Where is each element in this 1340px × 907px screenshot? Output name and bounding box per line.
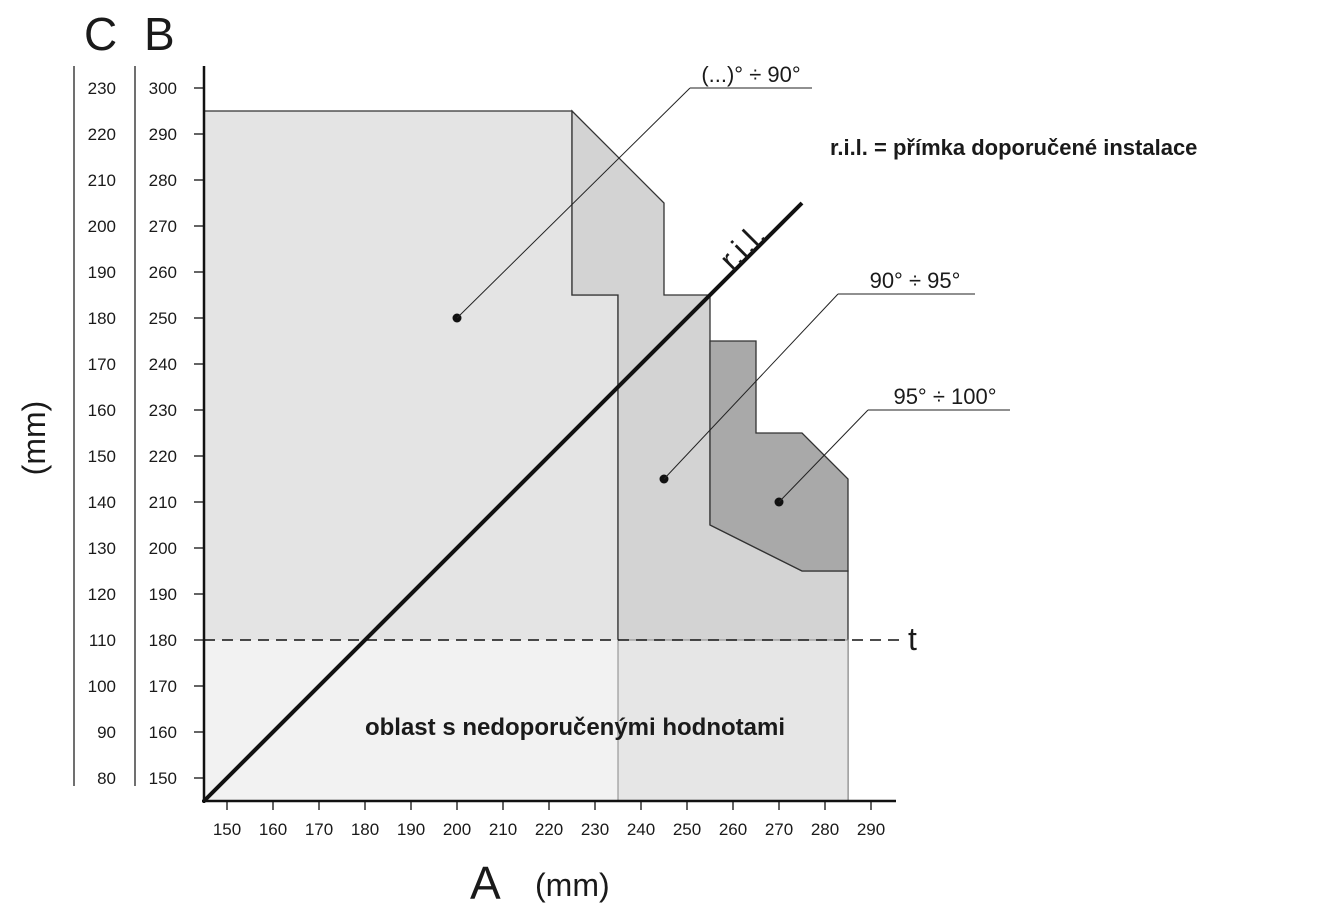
callout-line-1	[456, 87, 691, 319]
b-tick-label: 150	[149, 769, 177, 788]
b-tick-label: 160	[149, 723, 177, 742]
b-tick-label: 290	[149, 125, 177, 144]
c-tick-label: 170	[88, 355, 116, 374]
b-tick-label: 250	[149, 309, 177, 328]
y-axis-unit: (mm)	[16, 401, 52, 476]
region-label-2: 90° ÷ 95°	[870, 268, 961, 293]
x-tick-label: 230	[581, 820, 609, 839]
c-tick-label: 140	[88, 493, 116, 512]
x-tick-label: 280	[811, 820, 839, 839]
x-tick-label: 180	[351, 820, 379, 839]
c-tick-label: 100	[88, 677, 116, 696]
b-tick-label: 240	[149, 355, 177, 374]
x-tick-label: 250	[673, 820, 701, 839]
c-tick-label: 120	[88, 585, 116, 604]
x-tick-label: 190	[397, 820, 425, 839]
x-tick-label: 170	[305, 820, 333, 839]
region-label-1: (...)° ÷ 90°	[701, 62, 800, 87]
non-recommended-layer	[204, 639, 849, 802]
c-tick-label: 150	[88, 447, 116, 466]
x-axis-unit: (mm)	[535, 867, 610, 903]
c-tick-label: 80	[97, 769, 116, 788]
non-recommended-zone-left	[204, 640, 618, 801]
b-tick-label: 190	[149, 585, 177, 604]
callout-line-2	[663, 293, 839, 480]
b-tick-label: 280	[149, 171, 177, 190]
x-tick-label: 150	[213, 820, 241, 839]
region-3	[709, 340, 849, 572]
lines-layer	[202, 201, 900, 803]
c-tick-label: 110	[89, 631, 116, 650]
c-tick-label: 90	[97, 723, 116, 742]
labels-layer: r.i.l. 150 160 170 180 190 200 210 220 230 240 250 2…	[88, 62, 1010, 839]
x-tick-label: 240	[627, 820, 655, 839]
b-tick-label: 300	[149, 79, 177, 98]
ril-line	[202, 201, 804, 803]
x-tick-label: 210	[489, 820, 517, 839]
x-tick-label: 200	[443, 820, 471, 839]
b-tick-label: 200	[149, 539, 177, 558]
x-tick-label: 290	[857, 820, 885, 839]
c-tick-label: 130	[88, 539, 116, 558]
c-tick-label: 180	[88, 309, 116, 328]
axes-layer	[73, 66, 896, 810]
b-tick-label: 230	[149, 401, 177, 420]
b-tick-label: 170	[149, 677, 177, 696]
c-tick-label: 200	[88, 217, 116, 236]
c-tick-label: 230	[88, 79, 116, 98]
x-tick-label: 160	[259, 820, 287, 839]
c-tick-label: 190	[88, 263, 116, 282]
non-recommended-label: oblast s nedoporučenými hodnotami	[365, 714, 785, 741]
non-recommended-zone-right	[617, 639, 849, 802]
b-tick-label: 260	[149, 263, 177, 282]
x-tick-label: 260	[719, 820, 747, 839]
x-tick-label: 220	[535, 820, 563, 839]
legend-ril-definition: r.i.l. = přímka doporučené instalace	[830, 135, 1197, 160]
x-tick-label: 270	[765, 820, 793, 839]
c-tick-label: 210	[88, 171, 116, 190]
y-axis-letter-b: B	[144, 8, 175, 60]
regions-layer	[203, 109, 849, 802]
callout-line-3	[778, 409, 869, 503]
c-tick-label: 160	[88, 401, 116, 420]
b-tick-label: 210	[149, 493, 177, 512]
y-axis-letter-c: C	[84, 8, 117, 60]
region-label-3: 95° ÷ 100°	[893, 384, 996, 409]
b-tick-label: 180	[149, 631, 177, 650]
c-tick-label: 220	[88, 125, 116, 144]
threshold-label: t	[908, 621, 917, 657]
x-axis-letter: A	[470, 857, 501, 907]
b-tick-label: 270	[149, 217, 177, 236]
b-tick-label: 220	[149, 447, 177, 466]
ril-line-label: r.i.l.	[712, 217, 773, 278]
